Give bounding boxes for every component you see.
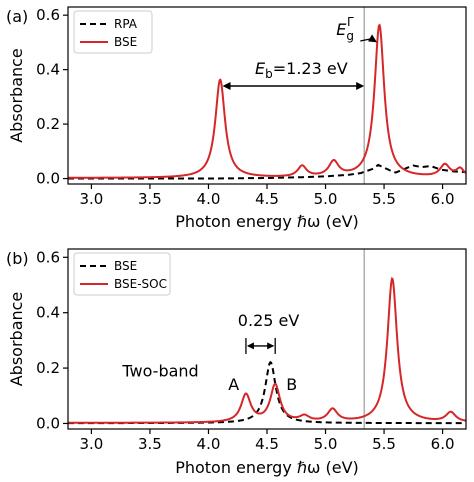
- split-marker: [245, 337, 276, 354]
- y-tick-label: 0.4: [36, 304, 60, 322]
- y-tick-label: 0.6: [36, 248, 60, 266]
- gap-arrow: [360, 34, 378, 43]
- x-tick-label: 5.5: [372, 435, 396, 453]
- x-tick-label: 5.0: [314, 190, 338, 208]
- panel-label: (a): [6, 7, 28, 26]
- legend: BSE BSE-SOC: [73, 252, 171, 296]
- x-axis-label: Photon energy ℏω (eV): [175, 212, 359, 231]
- y-tick-label: 0.2: [36, 115, 60, 133]
- legend-entry: BSE: [114, 35, 137, 49]
- x-tick-label: 4.5: [255, 435, 279, 453]
- peak-b-label: B: [286, 375, 297, 394]
- two-band-label: Two-band: [121, 361, 198, 380]
- exciton-binding-label: Eb=1.23 eV: [255, 59, 348, 81]
- legend-entry: BSE: [114, 259, 137, 273]
- x-tick-label: 4.5: [255, 190, 279, 208]
- y-tick-label: 0.6: [36, 6, 60, 24]
- y-axis-label: Absorbance: [7, 48, 26, 143]
- series-bse-soc-line: [68, 276, 466, 424]
- x-tick-label: 6.0: [431, 435, 455, 453]
- legend-box: [73, 10, 153, 54]
- legend-entry: BSE-SOC: [114, 277, 167, 291]
- exciton-binding-arrow: [222, 81, 365, 90]
- x-tick-label: 6.0: [431, 190, 455, 208]
- panel-b: 3.0 3.5 4.0 4.5 5.0 5.5 6.0 0.0 0.2 0.4 0.6 Photon …: [6, 248, 467, 477]
- x-tick-label: 3.5: [138, 435, 162, 453]
- panel-a: 3.0 3.5 4.0 4.5 5.0 5.5 6.0 0.0 0.2 0.4 0.6 Photon …: [6, 6, 467, 231]
- legend: RPA BSE: [73, 10, 153, 54]
- series-bse-line: [68, 23, 466, 179]
- y-axis-label: Absorbance: [7, 292, 26, 387]
- x-tick-label: 5.5: [372, 190, 396, 208]
- y-tick-label: 0.2: [36, 359, 60, 377]
- x-tick-label: 3.5: [138, 190, 162, 208]
- panel-label: (b): [6, 249, 29, 268]
- split-label: 0.25 eV: [238, 311, 300, 330]
- legend-entry: RPA: [114, 17, 138, 31]
- x-tick-label: 5.0: [314, 435, 338, 453]
- x-tick-label: 4.0: [197, 190, 221, 208]
- y-tick-label: 0.4: [36, 61, 60, 79]
- peak-a-label: A: [228, 375, 239, 394]
- x-tick-label: 3.0: [79, 190, 103, 208]
- y-tick-label: 0.0: [36, 414, 60, 432]
- series-rpa-line: [68, 163, 466, 180]
- x-axis-label: Photon energy ℏω (eV): [175, 458, 359, 477]
- x-tick-label: 4.0: [197, 435, 221, 453]
- x-tick-label: 3.0: [79, 435, 103, 453]
- y-tick-label: 0.0: [36, 170, 60, 188]
- series-bse-line: [68, 361, 466, 425]
- gap-label: EgΓ: [336, 15, 354, 43]
